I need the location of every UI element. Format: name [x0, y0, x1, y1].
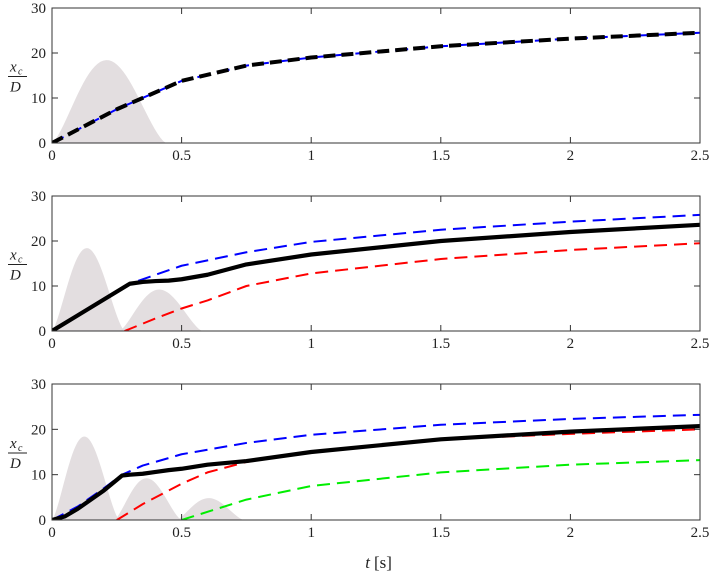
x-label-unit: [s]: [374, 553, 392, 572]
x-tick-label: 1: [307, 525, 315, 541]
x-tick-label: 2.5: [691, 336, 710, 352]
y-tick-label: 10: [31, 279, 46, 295]
series-line-3: [181, 459, 700, 520]
y-label-subscript: c: [18, 67, 23, 78]
y-tick-label: 0: [39, 513, 47, 529]
x-tick-label: 0: [48, 148, 56, 164]
series-line-2: [124, 242, 700, 331]
y-tick-label: 20: [31, 422, 46, 438]
y-tick-label: 30: [31, 189, 46, 205]
x-tick-label: 0: [48, 525, 56, 541]
x-tick-label: 0: [48, 336, 56, 352]
x-tick-label: 2: [567, 336, 575, 352]
shaded-region-2: [114, 478, 182, 520]
y-label-numerator: x: [9, 436, 17, 452]
axes-box: [51, 383, 701, 521]
plot-area: [52, 30, 700, 143]
series-line-4: [52, 424, 700, 520]
y-label-numerator: x: [9, 60, 17, 76]
y-label-denominator: D: [9, 80, 21, 96]
panel-2: 0 0.5 1 1.5 2 2.5 0 10 20 30 x cD: [8, 189, 709, 352]
axes-box: [51, 195, 701, 332]
x-tick-label: 1.5: [431, 525, 450, 541]
y-tick-label: 20: [31, 234, 46, 250]
x-tick-label: 0.5: [172, 525, 191, 541]
x-tick-label: 0.5: [172, 336, 191, 352]
panel-1: 0 0.5 1 1.5 2 2.5 0 10 20 30 x cD: [8, 1, 709, 164]
shaded-region-1: [52, 436, 120, 520]
y-tick-label: 0: [39, 136, 47, 152]
y-label-subscript: c: [18, 443, 23, 454]
y-tick-label: 10: [31, 468, 46, 484]
series-line-3: [52, 222, 700, 331]
y-tick-label: 30: [31, 1, 46, 17]
y-tick-label: 0: [39, 324, 47, 340]
shaded-region-1: [52, 248, 125, 331]
series-line-2: [52, 30, 700, 143]
y-label-denominator: D: [9, 268, 21, 284]
plot-area: [52, 413, 700, 520]
shaded-region-3: [176, 498, 244, 520]
axes-box: [51, 7, 701, 144]
plot-area: [52, 213, 700, 331]
x-tick-label: 2.5: [691, 148, 710, 164]
x-tick-label: 2: [567, 525, 575, 541]
y-tick-label: 20: [31, 46, 46, 62]
x-tick-label: 2: [567, 148, 575, 164]
x-tick-label: 1.5: [431, 336, 450, 352]
x-tick-label: 0.5: [172, 148, 191, 164]
y-label-subscript: c: [18, 255, 23, 266]
y-label-numerator: x: [9, 248, 17, 264]
shaded-region-2: [119, 289, 203, 331]
y-label-denominator: D: [9, 456, 21, 472]
x-tick-label: 2.5: [691, 525, 710, 541]
y-tick-label: 30: [31, 377, 46, 393]
x-label-variable: t: [365, 553, 371, 572]
y-tick-label: 10: [31, 91, 46, 107]
x-tick-label: 1.5: [431, 148, 450, 164]
x-tick-label: 1: [307, 148, 315, 164]
shaded-region-1: [52, 60, 167, 143]
panel-3: 0 0.5 1 1.5 2 2.5 0 10 20 30 x cDt [s]: [8, 377, 709, 572]
x-tick-label: 1: [307, 336, 315, 352]
